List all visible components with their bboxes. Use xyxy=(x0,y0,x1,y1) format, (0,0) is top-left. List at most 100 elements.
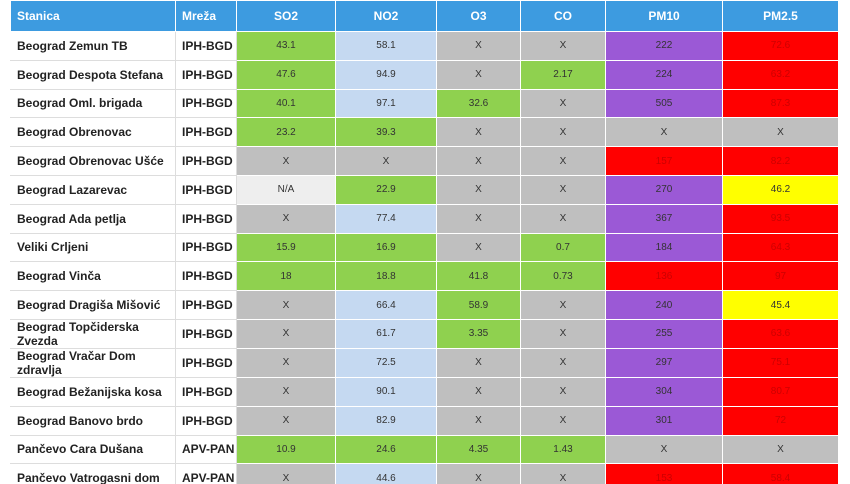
table-row: Beograd Topčiderska Zvezda IPH-BGD X 61.7 3.… xyxy=(10,318,839,349)
network: IPH-BGD xyxy=(175,318,237,349)
station-name: Beograd Oml. brigada xyxy=(10,88,176,119)
measurement-cell: X xyxy=(436,31,521,61)
measurement-cell: X xyxy=(520,146,606,176)
measurement-cell: 66.4 xyxy=(335,290,437,320)
measurement-cell: 58.1 xyxy=(335,31,437,61)
column-header: NO2 xyxy=(335,0,437,32)
measurement-cell: 43.1 xyxy=(236,31,336,61)
measurement-cell: X xyxy=(605,117,723,148)
station-name: Beograd Despota Stefana xyxy=(10,59,176,90)
measurement-cell: X xyxy=(436,376,521,407)
measurement-cell: 80.7 xyxy=(722,376,839,407)
measurement-cell: 4.35 xyxy=(436,434,521,465)
station-name: Beograd Topčiderska Zvezda xyxy=(10,318,176,349)
measurement-cell: 255 xyxy=(605,318,723,349)
network: APV-PAN xyxy=(175,463,237,484)
measurement-cell: X xyxy=(236,203,336,234)
measurement-cell: 10.9 xyxy=(236,434,336,465)
column-header: Stanica xyxy=(10,0,176,32)
measurement-cell: 61.7 xyxy=(335,318,437,349)
air-quality-table: Stanica Mreža SO2 NO2 O3 CO PM10 PM2.5 Beograd … xyxy=(10,0,839,484)
measurement-cell: 22.9 xyxy=(335,174,437,205)
measurement-cell: X xyxy=(520,117,606,148)
measurement-cell: 44.6 xyxy=(335,463,437,484)
column-header: SO2 xyxy=(236,0,336,32)
measurement-cell: 16.9 xyxy=(335,232,437,263)
measurement-cell: 270 xyxy=(605,174,723,205)
measurement-cell: X xyxy=(520,347,606,378)
measurement-cell: 47.6 xyxy=(236,59,336,90)
column-header: PM2.5 xyxy=(722,0,839,32)
measurement-cell: X xyxy=(436,59,521,90)
measurement-cell: X xyxy=(236,318,336,349)
measurement-cell: 32.6 xyxy=(436,88,521,119)
measurement-cell: 45.4 xyxy=(722,290,839,320)
measurement-cell: X xyxy=(436,232,521,263)
column-header: O3 xyxy=(436,0,521,32)
measurement-cell: X xyxy=(520,376,606,407)
measurement-cell: 304 xyxy=(605,376,723,407)
network: IPH-BGD xyxy=(175,347,237,378)
network: IPH-BGD xyxy=(175,405,237,436)
table-row: Beograd Dragiša Mišović IPH-BGD X 66.4 58.9 X… xyxy=(10,290,839,320)
measurement-cell: X xyxy=(436,347,521,378)
measurement-cell: 94.9 xyxy=(335,59,437,90)
measurement-cell: X xyxy=(236,405,336,436)
measurement-cell: X xyxy=(722,434,839,465)
table-container: Stanica Mreža SO2 NO2 O3 CO PM10 PM2.5 Beograd … xyxy=(10,0,840,484)
measurement-cell: X xyxy=(436,117,521,148)
measurement-cell: 240 xyxy=(605,290,723,320)
network: IPH-BGD xyxy=(175,117,237,148)
table-row: Beograd Zemun TB IPH-BGD 43.1 58.1 X X 222 72.6 xyxy=(10,31,839,61)
measurement-cell: X xyxy=(520,405,606,436)
station-name: Beograd Bežanijska kosa xyxy=(10,376,176,407)
measurement-cell: 222 xyxy=(605,31,723,61)
table-row: Beograd Banovo brdo IPH-BGD X 82.9 X X 301 72 xyxy=(10,405,839,436)
station-name: Beograd Vinča xyxy=(10,261,176,292)
measurement-cell: 77.4 xyxy=(335,203,437,234)
table-row: Beograd Obrenovac Ušće IPH-BGD X X X X 157 82.2 xyxy=(10,146,839,176)
measurement-cell: 0.73 xyxy=(520,261,606,292)
measurement-cell: 93.5 xyxy=(722,203,839,234)
header-row: Stanica Mreža SO2 NO2 O3 CO PM10 PM2.5 xyxy=(10,0,839,32)
table-row: Beograd Vračar Dom zdravlja IPH-BGD X 72.5 X… xyxy=(10,347,839,378)
table-row: Beograd Ada petlja IPH-BGD X 77.4 X X 367 93.5 xyxy=(10,203,839,234)
measurement-cell: X xyxy=(520,31,606,61)
measurement-cell: 87.3 xyxy=(722,88,839,119)
station-name: Veliki Crljeni xyxy=(10,232,176,263)
station-name: Pančevo Cara Dušana xyxy=(10,434,176,465)
measurement-cell: X xyxy=(236,463,336,484)
measurement-cell: 72.5 xyxy=(335,347,437,378)
measurement-cell: 72.6 xyxy=(722,31,839,61)
measurement-cell: N/A xyxy=(236,174,336,205)
measurement-cell: 58.4 xyxy=(722,463,839,484)
network: IPH-BGD xyxy=(175,174,237,205)
measurement-cell: 72 xyxy=(722,405,839,436)
station-name: Beograd Obrenovac xyxy=(10,117,176,148)
measurement-cell: 3.35 xyxy=(436,318,521,349)
station-name: Beograd Ada petlja xyxy=(10,203,176,234)
measurement-cell: X xyxy=(436,203,521,234)
measurement-cell: X xyxy=(520,318,606,349)
measurement-cell: X xyxy=(520,463,606,484)
measurement-cell: 64.3 xyxy=(722,232,839,263)
network: IPH-BGD xyxy=(175,290,237,320)
measurement-cell: X xyxy=(436,463,521,484)
measurement-cell: X xyxy=(520,174,606,205)
measurement-cell: 297 xyxy=(605,347,723,378)
station-name: Beograd Obrenovac Ušće xyxy=(10,146,176,176)
measurement-cell: X xyxy=(236,290,336,320)
measurement-cell: 136 xyxy=(605,261,723,292)
station-name: Beograd Vračar Dom zdravlja xyxy=(10,347,176,378)
measurement-cell: 40.1 xyxy=(236,88,336,119)
measurement-cell: 24.6 xyxy=(335,434,437,465)
column-header: PM10 xyxy=(605,0,723,32)
column-header: Mreža xyxy=(175,0,237,32)
measurement-cell: X xyxy=(236,146,336,176)
measurement-cell: X xyxy=(722,117,839,148)
measurement-cell: 63.2 xyxy=(722,59,839,90)
network: IPH-BGD xyxy=(175,146,237,176)
network: IPH-BGD xyxy=(175,203,237,234)
network: IPH-BGD xyxy=(175,232,237,263)
table-row: Pančevo Vatrogasni dom APV-PAN X 44.6 X X 153 5… xyxy=(10,463,839,484)
